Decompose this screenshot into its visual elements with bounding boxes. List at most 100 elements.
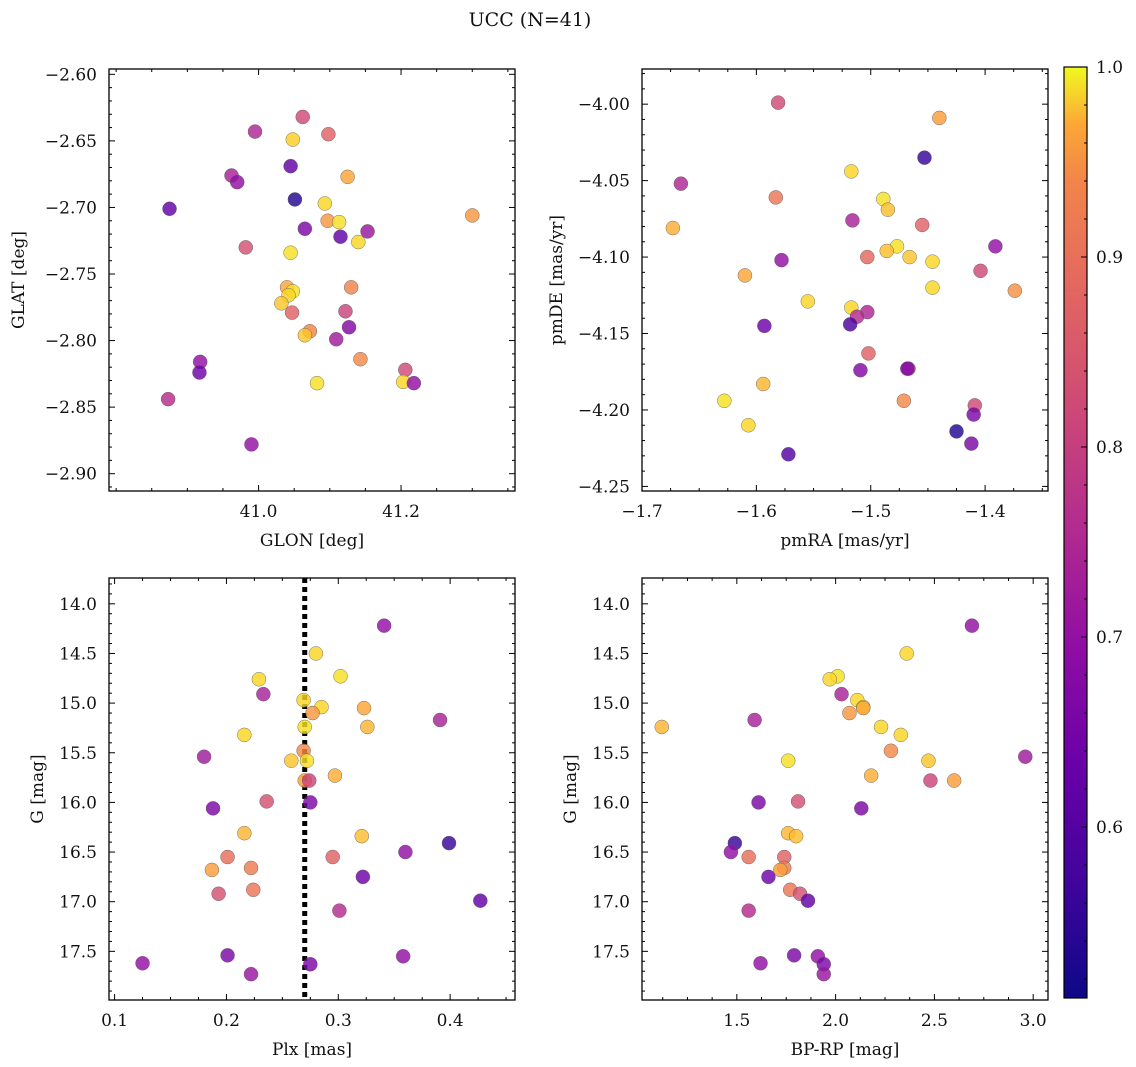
scatter-point [853,363,868,378]
scatter-point [834,686,849,702]
axes-frame [108,68,516,492]
scatter-point [302,773,317,788]
scatter-point [741,418,756,433]
y-tick-label: −2.75 [45,265,97,285]
scatter-point [230,174,245,190]
scatter-point [921,753,936,768]
scatter-panel-top-right: −1.7 −1.6 −1.5 −1.4 −4.00 −4.05 −4.10 −4.15 −4.2… [547,68,1049,551]
x-tick-label: 0.4 [437,1011,464,1031]
figure-title: UCC (N=41) [469,9,592,31]
y-tick-label: 17.0 [592,893,630,913]
colorbar-tick-label: 0.8 [1096,438,1123,458]
colorbar-tick-label: 0.6 [1096,818,1123,838]
scatter-point [332,903,347,918]
y-tick-label: 17.0 [59,893,97,913]
scatter-point [902,249,917,265]
y-tick-label: 16.5 [59,843,97,863]
scatter-point [756,376,771,392]
scatter-point [665,220,681,236]
scatter-point [860,249,875,265]
x-tick-label: −1.5 [850,502,891,522]
y-tick-label: 14.0 [592,595,630,615]
x-tick-label: 0.2 [213,1011,240,1031]
x-tick-label: 2.5 [921,1011,948,1031]
x-tick-label: 41.2 [382,502,420,522]
scatter-point [321,127,336,142]
scatter-point [432,712,448,728]
scatter-point [925,254,940,269]
scatter-point [237,727,252,743]
scatter-point [398,844,413,860]
scatter-point [303,957,318,972]
y-tick-label: 17.5 [592,942,630,962]
scatter-point [333,669,348,684]
colorbar-tick-label: 1.0 [1096,58,1123,78]
scatter-point [360,224,375,239]
scatter-point [162,201,177,216]
scatter-point [780,753,796,768]
scatter-point [220,849,235,865]
y-tick-label: −4.25 [578,477,630,497]
scatter-point [761,869,776,885]
x-tick-label: 0.1 [101,1011,128,1031]
scatter-point [308,646,324,661]
x-axis-label: Plx [mas] [272,1040,352,1060]
y-tick-label: 17.5 [59,942,97,962]
y-tick-label: −2.90 [45,465,97,485]
scatter-point [299,753,315,768]
scatter-point [914,217,930,233]
scatter-point [893,727,909,743]
scatter-point [988,239,1003,254]
scatter-point [751,795,766,810]
scatter-point [822,672,837,687]
scatter-point [398,362,413,378]
scatter-point [244,437,259,452]
scatter-points [654,618,1033,982]
scatter-point [856,700,871,716]
y-tick-label: 15.5 [59,744,97,764]
scatter-point [673,176,689,191]
scatter-point [333,229,348,244]
y-axis-label: G [mag] [28,754,48,823]
scatter-point [883,743,899,758]
scatter-point [863,768,879,783]
colorbar: 0.6 0.7 0.8 0.9 1.0 [1063,58,1123,999]
x-tick-label: −1.6 [736,502,777,522]
scatter-point [343,280,359,295]
y-tick-label: −2.65 [45,132,97,152]
scatter-point [274,296,289,311]
scatter-point [873,719,889,735]
scatter-point [966,407,981,422]
colorbar-tick-label: 0.9 [1096,248,1123,268]
scatter-point [305,705,320,721]
x-tick-label: 2.0 [822,1011,849,1031]
scatter-points [160,109,480,452]
scatter-point [770,95,786,110]
scatter-panel-bottom-left: 0.1 0.2 0.3 0.4 14.0 14.5 15.0 15.5 16.0 16.5 17.0… [28,577,516,1060]
scatter-point [284,753,299,768]
scatter-point [654,719,669,735]
y-tick-label: 14.5 [592,644,630,664]
scatter-point [395,949,411,964]
scatter-point [296,692,311,708]
scatter-point [329,332,344,347]
y-tick-label: 16.5 [592,843,630,863]
scatter-point [360,719,375,735]
scatter-point [441,835,457,851]
scatter-point [354,828,369,844]
scatter-point [160,391,176,407]
scatter-point [465,208,480,223]
scatter-point [238,240,253,255]
y-tick-label: −4.00 [578,95,630,115]
y-tick-label: 15.5 [592,744,630,764]
y-tick-label: 15.0 [592,694,630,714]
scatter-point [473,893,488,908]
scatter-point [376,618,392,633]
y-tick-label: −2.70 [45,198,97,218]
scatter-point [773,862,788,878]
scatter-point [741,903,756,918]
scatter-point [790,794,806,809]
scatter-point [844,164,859,179]
y-tick-label: 15.0 [59,694,97,714]
